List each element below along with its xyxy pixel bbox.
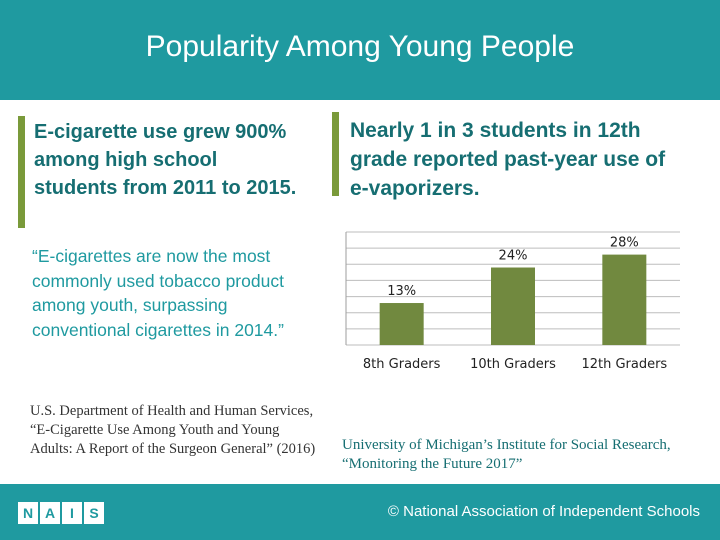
- chart-data-label: 13%: [387, 284, 416, 299]
- chart-bar-8th-graders: [379, 303, 424, 345]
- logo-letter-s: S: [84, 502, 104, 524]
- chart-category-label: 8th Graders: [363, 357, 441, 372]
- chart-category-label: 10th Graders: [470, 357, 556, 372]
- chart-data-label: 24%: [499, 249, 528, 264]
- chart-labels: 13% 8th Graders 24% 10th Graders 28% 12th Gra…: [363, 236, 668, 372]
- chart-bars: [379, 254, 647, 345]
- nais-logo: N A I S: [18, 502, 106, 524]
- chart-bar-10th-graders: [491, 267, 535, 345]
- title-bar: Popularity Among Young People: [0, 0, 720, 100]
- left-accent-bar: [18, 116, 25, 228]
- left-source-citation: U.S. Department of Health and Human Serv…: [30, 403, 316, 457]
- right-headline: Nearly 1 in 3 students in 12th grade rep…: [350, 119, 666, 200]
- logo-letter-i: I: [62, 502, 82, 524]
- logo-letter-a: A: [40, 502, 60, 524]
- footer-org-name: © National Association of Independent Sc…: [387, 503, 700, 520]
- right-source-citation: University of Michigan’s Institute for S…: [342, 437, 671, 472]
- chart-bar-12th-graders: [602, 254, 647, 345]
- page-title: Popularity Among Young People: [145, 30, 575, 63]
- surgeon-general-quote: “E-cigarettes are now the most commonly …: [32, 246, 284, 340]
- logo-letter-n: N: [18, 502, 38, 524]
- chart-data-label: 28%: [610, 236, 639, 251]
- left-headline: E-cigarette use grew 900% among high sch…: [34, 121, 297, 199]
- right-accent-bar: [332, 112, 339, 196]
- footer-bar: N A I S © National Association of Indepe…: [0, 484, 720, 540]
- chart-category-label: 12th Graders: [581, 357, 667, 372]
